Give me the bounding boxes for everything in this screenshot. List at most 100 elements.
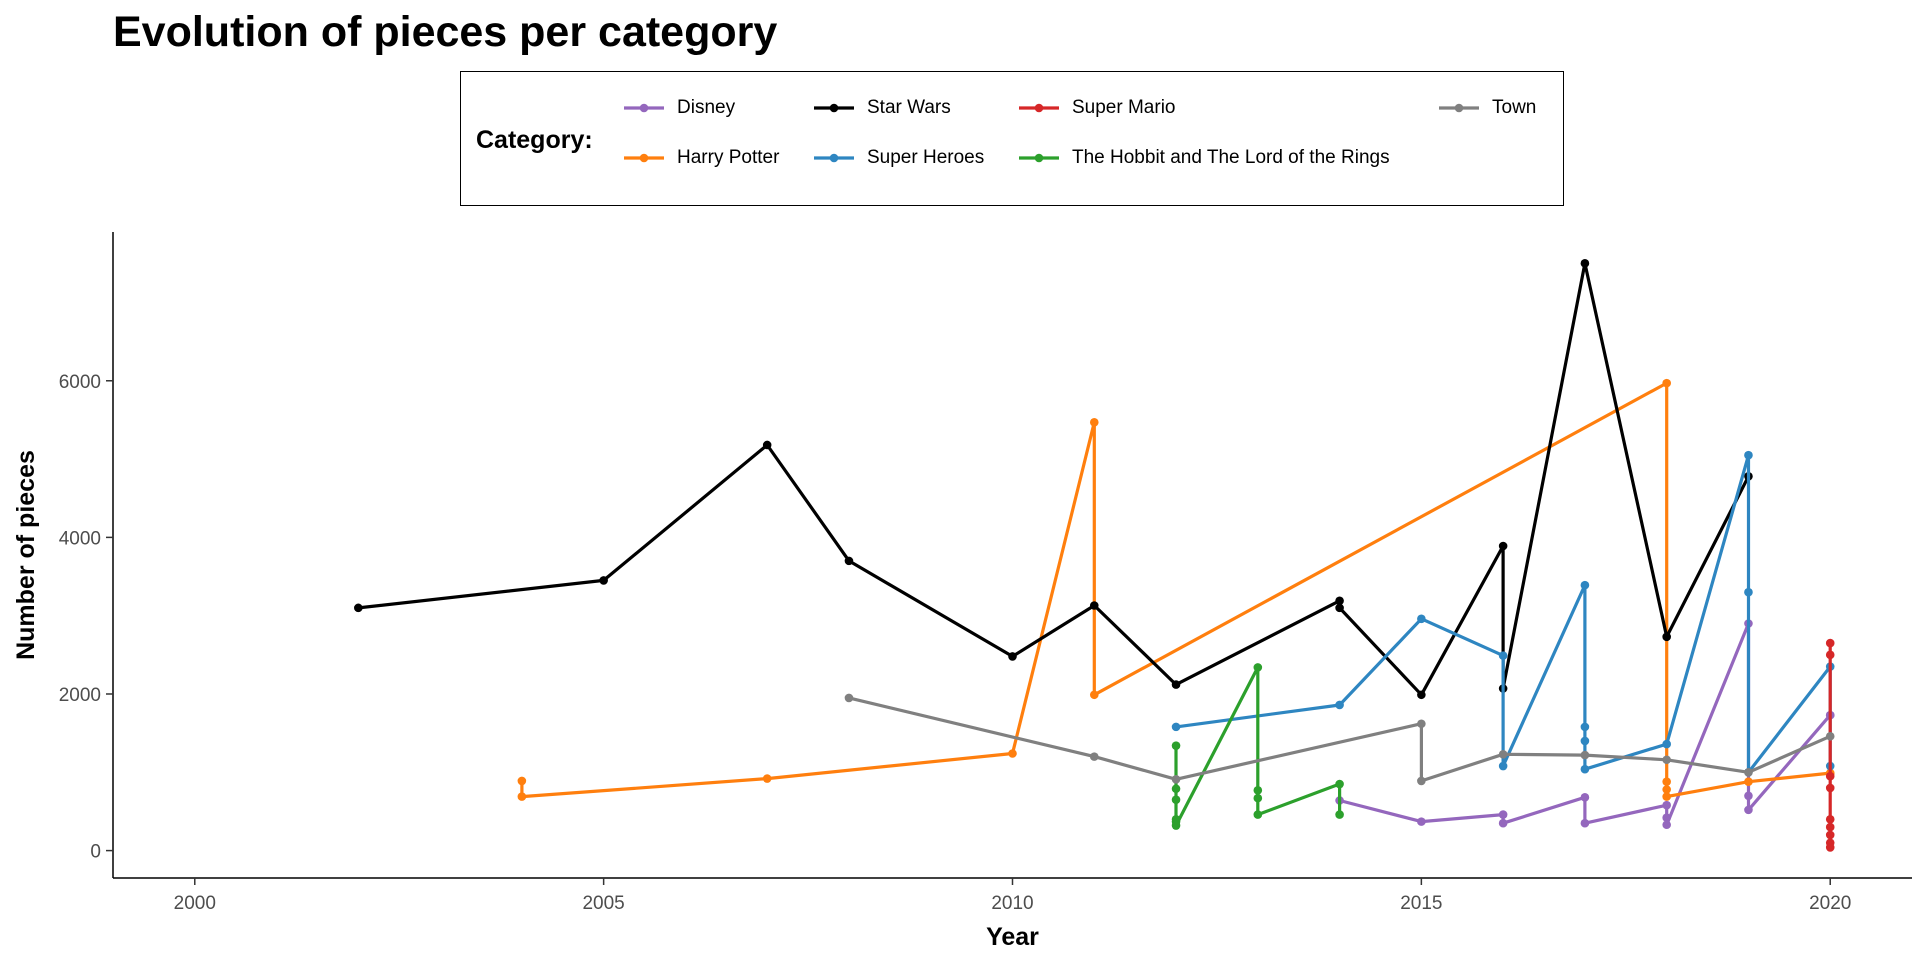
data-point-town — [1744, 767, 1753, 777]
data-point-the-hobbit-and-the-lord-of-the-rings — [1171, 821, 1181, 830]
data-point-disney — [1498, 818, 1508, 828]
data-point-star-wars — [1580, 259, 1590, 268]
data-point-harry-potter — [1662, 792, 1671, 801]
series-line-harry-potter — [520, 381, 1832, 799]
x-tick-label: 2010 — [991, 893, 1033, 914]
data-point-star-wars — [1008, 652, 1017, 661]
data-point-the-hobbit-and-the-lord-of-the-rings — [1335, 779, 1344, 789]
data-point-harry-potter — [517, 792, 527, 801]
legend-item: The Hobbit and The Lord of the Rings — [1016, 143, 1390, 173]
data-point-disney — [1744, 791, 1753, 801]
data-point-super-heroes — [1335, 700, 1344, 710]
legend-label: Super Mario — [1072, 97, 1176, 118]
data-point-super-heroes — [1498, 761, 1508, 771]
data-point-star-wars — [1335, 596, 1344, 606]
legend-key-swatch — [1019, 103, 1059, 113]
data-point-star-wars — [1498, 541, 1508, 551]
data-point-star-wars — [1171, 680, 1181, 689]
y-tick-label: 0 — [90, 842, 101, 863]
data-point-super-heroes — [1580, 736, 1590, 746]
data-point-harry-potter — [1089, 690, 1099, 700]
data-point-harry-potter — [1662, 777, 1671, 786]
legend: Category: Disney Harry Potter Star Wars Sup… — [460, 71, 1564, 206]
data-point-the-hobbit-and-the-lord-of-the-rings — [1253, 810, 1263, 819]
data-point-disney — [1662, 820, 1671, 830]
data-point-super-mario — [1825, 650, 1835, 660]
y-tick-label: 4000 — [59, 528, 101, 549]
legend-key-swatch — [624, 153, 664, 163]
data-point-super-heroes — [1744, 587, 1753, 597]
x-tick-label: 2015 — [1400, 893, 1442, 914]
legend-title: Category: — [476, 126, 593, 154]
data-point-the-hobbit-and-the-lord-of-the-rings — [1253, 793, 1263, 803]
data-point-super-heroes — [1580, 580, 1590, 590]
data-point-town — [1171, 775, 1181, 784]
x-tick-label: 2000 — [174, 893, 216, 914]
legend-label: The Hobbit and The Lord of the Rings — [1072, 147, 1390, 168]
y-axis-title: Number of pieces — [12, 450, 40, 660]
data-point-the-hobbit-and-the-lord-of-the-rings — [1171, 795, 1181, 804]
data-point-super-heroes — [1580, 722, 1590, 732]
data-point-super-mario — [1825, 638, 1835, 648]
data-point-harry-potter — [1744, 777, 1753, 786]
chart-title: Evolution of pieces per category — [113, 8, 778, 56]
data-point-star-wars — [844, 556, 854, 566]
series-line-town — [847, 696, 1832, 783]
data-point-disney — [1662, 800, 1671, 810]
data-point-harry-potter — [1008, 749, 1017, 758]
data-point-super-mario — [1825, 771, 1835, 781]
data-point-the-hobbit-and-the-lord-of-the-rings — [1335, 810, 1344, 819]
data-point-town — [1498, 749, 1508, 759]
data-point-super-mario — [1825, 814, 1835, 824]
data-point-harry-potter — [762, 774, 772, 783]
y-tick-label: 2000 — [59, 685, 101, 706]
data-point-super-heroes — [1662, 739, 1671, 749]
legend-key-swatch — [1439, 103, 1479, 113]
data-point-super-heroes — [1171, 722, 1181, 732]
legend-key-swatch — [1019, 153, 1059, 163]
legend-label: Harry Potter — [677, 147, 780, 168]
data-point-star-wars — [354, 603, 363, 613]
data-point-disney — [1662, 813, 1671, 823]
data-point-super-mario — [1825, 843, 1835, 852]
data-point-town — [1417, 776, 1426, 786]
data-point-star-wars — [762, 440, 772, 450]
data-point-the-hobbit-and-the-lord-of-the-rings — [1171, 784, 1181, 794]
data-point-star-wars — [599, 576, 608, 585]
legend-item: Super Mario — [1016, 93, 1176, 123]
data-point-town — [1417, 719, 1426, 729]
legend-key-swatch — [814, 103, 854, 113]
data-point-the-hobbit-and-the-lord-of-the-rings — [1253, 663, 1263, 672]
legend-label: Town — [1492, 97, 1537, 118]
legend-item: Town — [1436, 93, 1536, 123]
legend-item: Disney — [621, 93, 735, 123]
data-point-super-heroes — [1498, 651, 1508, 660]
data-point-super-mario — [1825, 783, 1835, 793]
data-point-super-heroes — [1580, 764, 1590, 774]
legend-key-swatch — [814, 153, 854, 163]
data-point-star-wars — [1417, 690, 1426, 700]
data-point-super-mario — [1825, 822, 1835, 832]
data-point-town — [1825, 731, 1835, 741]
data-point-harry-potter — [1089, 417, 1099, 427]
data-point-star-wars — [1662, 632, 1671, 642]
legend-label: Super Heroes — [867, 147, 985, 168]
data-point-disney — [1744, 805, 1753, 815]
data-point-super-mario — [1825, 830, 1835, 840]
y-tick-label: 6000 — [59, 372, 101, 393]
data-point-town — [1662, 755, 1671, 765]
legend-item: Star Wars — [811, 93, 951, 123]
data-point-super-heroes — [1417, 614, 1426, 624]
legend-key-swatch — [624, 103, 664, 113]
series-line-star-wars — [356, 261, 1751, 697]
data-point-super-heroes — [1744, 450, 1753, 460]
data-point-disney — [1498, 810, 1508, 819]
legend-item: Super Heroes — [811, 143, 984, 173]
data-point-harry-potter — [1662, 785, 1671, 794]
data-point-star-wars — [1335, 603, 1344, 613]
data-point-disney — [1580, 818, 1590, 828]
data-point-the-hobbit-and-the-lord-of-the-rings — [1171, 741, 1181, 750]
x-axis-title: Year — [986, 923, 1039, 951]
data-point-town — [1580, 750, 1590, 760]
